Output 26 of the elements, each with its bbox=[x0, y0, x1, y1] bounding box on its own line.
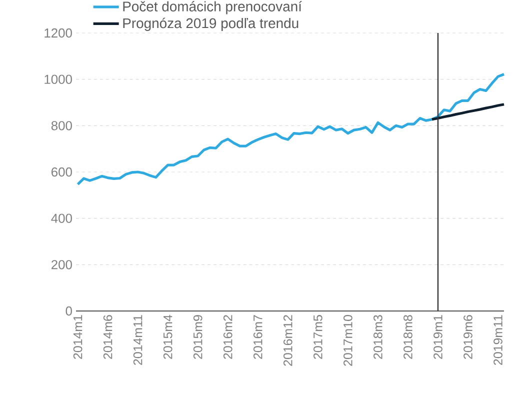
x-tick-label: 2016m12 bbox=[284, 315, 292, 366]
legend-label: Počet domácich prenocovaní bbox=[123, 1, 302, 14]
x-tick-label: 2017m5 bbox=[314, 315, 322, 359]
x-tick-label: 2015m9 bbox=[193, 315, 202, 359]
y-tick-label: 1200 bbox=[44, 28, 72, 38]
x-tick-label: 2016m2 bbox=[223, 315, 232, 359]
x-tick-label: 2014m11 bbox=[133, 315, 142, 365]
x-tick-label: 2018m3 bbox=[374, 315, 382, 359]
y-tick-label: 0 bbox=[66, 306, 72, 316]
y-tick-label: 400 bbox=[51, 214, 72, 223]
y-tick-label: 800 bbox=[51, 121, 72, 130]
x-tick-label: 2016m7 bbox=[253, 315, 262, 359]
legend-label: Prognóza 2019 podľa trendu bbox=[123, 18, 298, 31]
y-tick-label: 200 bbox=[52, 260, 72, 270]
x-tick-label: 2018m8 bbox=[404, 315, 412, 359]
line-series bbox=[430, 103, 506, 121]
y-tick-label: 600 bbox=[52, 167, 72, 177]
y-tick-label: 1000 bbox=[44, 74, 72, 84]
x-tick-label: 2019m1 bbox=[434, 315, 442, 359]
x-tick-label: 2015m4 bbox=[163, 314, 172, 359]
line-series bbox=[76, 72, 506, 186]
x-tick-label: 2019m6 bbox=[464, 315, 472, 359]
x-tick-label: 2019m11 bbox=[494, 315, 502, 365]
x-tick-label: 2014m1 bbox=[73, 315, 82, 359]
x-tick-label: 2014m6 bbox=[103, 315, 112, 359]
x-tick-label: 2017m10 bbox=[344, 315, 352, 366]
